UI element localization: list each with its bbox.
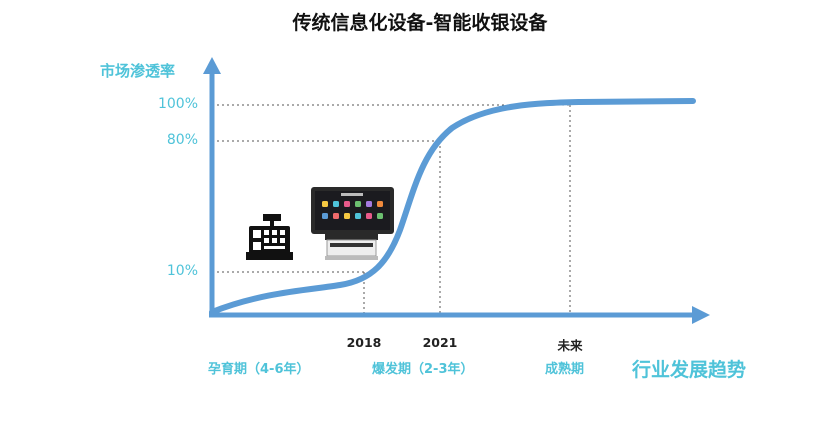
y-axis-arrow [203,57,221,74]
phase-incubation: 孕育期（4-6年） [208,362,310,377]
smart-pos-terminal-icon [311,187,394,260]
x-axis-label: 行业发展趋势 [632,359,747,381]
phase-maturity: 成熟期 [545,362,585,377]
adoption-s-curve [209,98,696,315]
y-axis-label: 市场渗透率 [100,62,176,80]
y-tick-80: 80% [166,132,198,148]
phase-explosion: 爆发期（2-3年） [372,362,474,377]
y-tick-100: 100% [157,96,198,112]
x-year-2021: 2021 [422,335,458,350]
guide-lines [212,104,571,315]
cash-register-icon [246,214,293,260]
x-year-future: 未来 [557,338,583,353]
diagram-title: 传统信息化设备-智能收银设备 [292,12,548,34]
x-axis-arrow [692,306,710,324]
y-tick-10: 10% [166,263,198,279]
x-year-2018: 2018 [346,335,382,350]
